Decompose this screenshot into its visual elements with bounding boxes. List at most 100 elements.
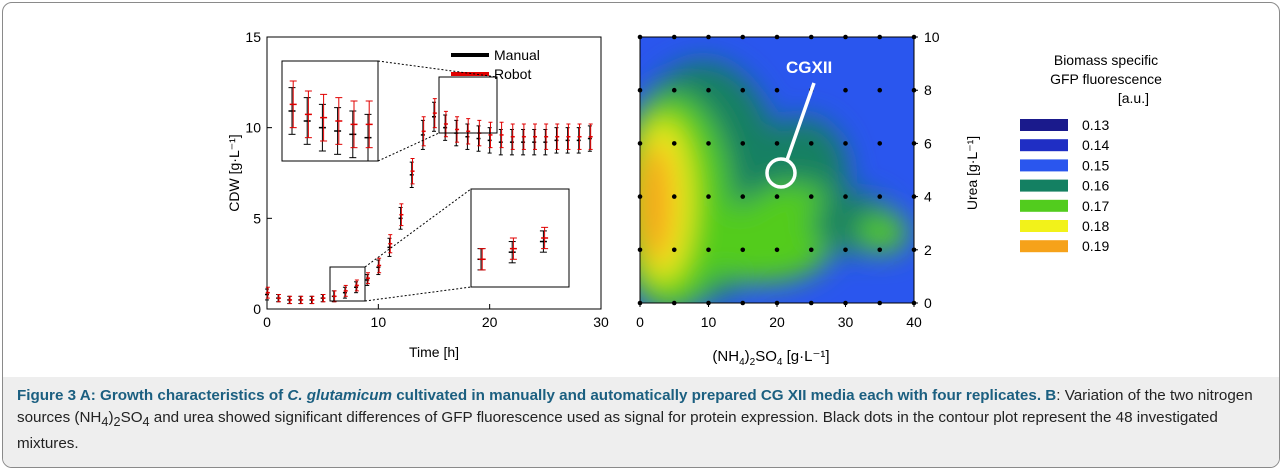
- cgxii-label: CGXII: [786, 58, 832, 77]
- legend-value: 0.17: [1082, 198, 1109, 214]
- legend-swatch: [1020, 179, 1068, 192]
- panel-a-insets: [281, 60, 570, 302]
- heat-region-green-right: [858, 213, 908, 253]
- mixture-dot: [740, 300, 746, 306]
- zoom-connector: [377, 60, 498, 78]
- x-tick-label: 10: [371, 314, 387, 330]
- panel-b-color-legend: 0.13 0.14 0.15 0.16 0.17 0.18 0.19: [1020, 117, 1109, 254]
- legend-swatch: [1020, 199, 1068, 212]
- panel-a-legend: Manual Robot: [451, 47, 540, 82]
- mixture-dot: [706, 194, 711, 199]
- legend-swatch: [1020, 119, 1068, 131]
- mixture-dot: [808, 247, 814, 253]
- mixture-dot: [843, 34, 848, 40]
- legend-value: 0.18: [1082, 218, 1109, 234]
- legend-swatch: [1020, 240, 1068, 253]
- y-tick-label: 6: [924, 135, 932, 151]
- panel-a-x-axis-label: Time [h]: [409, 344, 459, 360]
- x-tick-label: 30: [593, 314, 609, 330]
- zoom-inset-box: [470, 188, 570, 288]
- y-tick-label: 2: [924, 242, 932, 258]
- mixture-dot: [877, 300, 883, 306]
- zoom-connector: [364, 286, 472, 302]
- caption-sub-3: 4: [142, 415, 150, 430]
- zoom-source-box: [329, 266, 366, 302]
- x-tick-label: 0: [636, 314, 644, 330]
- caption-species: C. glutamicum: [287, 387, 393, 404]
- legend-value: 0.19: [1082, 238, 1109, 254]
- zoom-inset-box: [281, 60, 379, 162]
- y-tick-label: 8: [924, 82, 932, 98]
- caption-part-a-text-pre: Growth characteristics of: [100, 387, 288, 404]
- mixture-dot: [877, 247, 883, 253]
- x-tick-label: 10: [701, 314, 717, 330]
- x-tick-label: 40: [906, 314, 922, 330]
- mixture-dot: [637, 34, 643, 40]
- figure-caption: Figure 3 A: Growth characteristics of C.…: [17, 385, 1267, 455]
- caption-part-b-letter: B: [1045, 387, 1057, 404]
- panel-b-heatmap: [640, 61, 908, 303]
- mixture-dot: [843, 247, 848, 253]
- y-tick-label: 0: [253, 301, 261, 317]
- y-tick-label: 10: [245, 120, 261, 136]
- mixture-dot: [671, 141, 677, 146]
- x-tick-label: 0: [263, 314, 271, 330]
- mixture-dot: [740, 87, 746, 93]
- mixture-dot: [877, 34, 883, 40]
- zoom-connector: [377, 132, 440, 162]
- heat-region-orange: [640, 141, 673, 265]
- mixture-dot: [774, 247, 780, 253]
- panel-b-x-axis-label: (NH4)2SO4 [g·L⁻¹]: [712, 348, 829, 368]
- mixture-dot: [706, 141, 711, 146]
- x-tick-label: 30: [838, 314, 854, 330]
- y-tick-label: 4: [924, 189, 932, 205]
- mixture-dot: [774, 194, 780, 199]
- mixture-dot: [671, 34, 677, 40]
- y-tick-label: 10: [924, 29, 940, 45]
- caption-part-b-pre: : Variation of the two nitrogen sources …: [17, 387, 1253, 426]
- y-tick-label: 0: [924, 295, 932, 311]
- mixture-dot: [706, 34, 711, 40]
- legend-value: 0.15: [1082, 157, 1109, 173]
- caption-sub-1: 4: [101, 415, 109, 430]
- y-tick-label: 5: [253, 210, 261, 226]
- mixture-dot: [706, 87, 711, 93]
- mixture-dot: [774, 141, 780, 146]
- x-tick-label: 20: [482, 314, 498, 330]
- mixture-dot: [740, 141, 746, 146]
- mixture-dot: [671, 194, 677, 199]
- mixture-dot: [706, 247, 711, 253]
- mixture-dot: [740, 34, 746, 40]
- panel-a-y-axis-label: CDW [g·L⁻¹]: [226, 134, 242, 211]
- panel-a-axes: 0 10 20 30 0 5 10 15: [245, 29, 609, 330]
- panel-b-y-axis-label: Urea [g·L⁻¹]: [964, 136, 980, 210]
- panel-a-series: [265, 98, 593, 305]
- legend-title-line-3: [a.u.]: [1118, 90, 1149, 106]
- panel-a-growth-chart: 0 10 20 30 0 5 10 15 Manual Robot Time [h] CDW […: [226, 29, 609, 360]
- cgxii-pointer-line: [785, 82, 816, 161]
- mixture-dot: [671, 87, 677, 93]
- caption-part-b-so: SO: [120, 409, 143, 426]
- caption-part-b-paren: ): [108, 409, 114, 426]
- mixture-dot: [637, 87, 643, 93]
- legend-swatch: [1020, 220, 1068, 232]
- mixture-dot: [637, 247, 643, 253]
- mixture-dot: [808, 141, 814, 146]
- legend-swatch: [1020, 159, 1068, 172]
- mixture-dot: [843, 87, 848, 93]
- mixture-dot: [637, 141, 643, 146]
- caption-sub-2: 2: [113, 415, 121, 430]
- legend-value: 0.14: [1082, 137, 1109, 153]
- cgxii-marker-circle: [765, 157, 797, 189]
- mixture-dot: [843, 141, 848, 146]
- mixture-dot: [808, 300, 814, 306]
- mixture-dot: [774, 34, 780, 40]
- mixture-dot: [877, 141, 883, 146]
- caption-part-b-post: and urea showed significant differences …: [17, 409, 1218, 453]
- y-tick-label: 15: [245, 29, 261, 45]
- mixture-dot: [671, 247, 677, 253]
- legend-title-line-2: GFP fluorescence: [1050, 71, 1162, 87]
- legend-label-robot: Robot: [494, 66, 531, 82]
